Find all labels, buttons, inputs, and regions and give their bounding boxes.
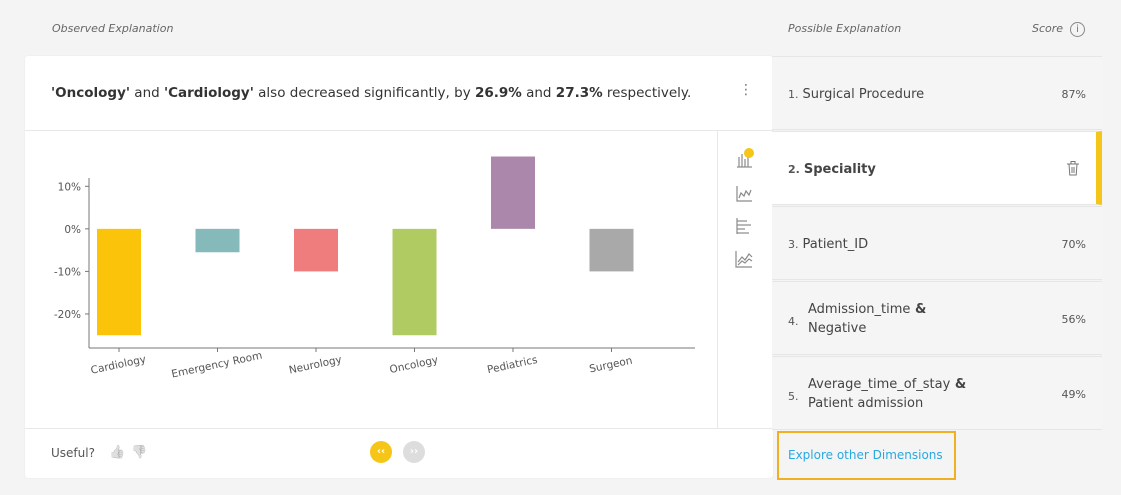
- explanation-item-2[interactable]: 2. Speciality: [772, 131, 1102, 205]
- item-score: 70%: [1061, 238, 1086, 251]
- bar-surgeon[interactable]: [589, 228, 634, 272]
- item-number: 2.: [788, 163, 800, 176]
- observed-explanation-card: 'Oncology' and 'Cardiology' also decreas…: [25, 56, 773, 478]
- item-label-b: Patient admission: [808, 396, 924, 411]
- x-tick-label: Neurology: [288, 354, 343, 377]
- x-tick-label: Emergency Room: [170, 350, 263, 381]
- y-tick-label: 0%: [64, 224, 81, 236]
- x-tick-label: Oncology: [388, 354, 439, 376]
- item-label: Patient_ID: [802, 237, 869, 252]
- toolbar-divider: [717, 130, 718, 428]
- item-score: 87%: [1061, 88, 1086, 101]
- headline-cardiology: 'Cardiology': [163, 85, 254, 101]
- explanation-item-1[interactable]: 1. Surgical Procedure 87%: [772, 56, 1102, 130]
- active-indicator-icon: [744, 148, 754, 158]
- item-number: 4.: [788, 315, 799, 328]
- explanation-label: 3. Patient_ID: [788, 237, 868, 252]
- headline-text-1: and: [130, 85, 164, 101]
- bar-pediatrics[interactable]: [491, 156, 535, 229]
- line-chart-icon[interactable]: [733, 182, 755, 204]
- item-label-a: Average_time_of_stay: [808, 377, 951, 392]
- explanation-label: 2. Speciality: [788, 162, 876, 177]
- useful-label: Useful?: [51, 446, 95, 460]
- card-divider-top: [25, 130, 773, 131]
- x-tick-label: Pediatrics: [486, 354, 538, 376]
- headline-pct-1: 26.9%: [474, 85, 522, 101]
- explanation-item-5[interactable]: 5. Average_time_of_stay & Patient admiss…: [772, 356, 1102, 430]
- item-label: Speciality: [803, 162, 876, 177]
- observed-explanation-header: Observed Explanation: [52, 22, 174, 35]
- item-score: 49%: [1061, 388, 1086, 401]
- headline-text-2: also decreased significantly, by: [253, 85, 475, 101]
- thumbs-up-icon[interactable]: 👍: [109, 445, 126, 460]
- item-score: 56%: [1061, 313, 1086, 326]
- bar-neurology[interactable]: [294, 228, 338, 272]
- explanation-label: 1. Surgical Procedure: [788, 87, 924, 102]
- next-button[interactable]: ››: [403, 441, 425, 463]
- score-header: Score: [1032, 22, 1064, 35]
- explanation-item-3[interactable]: 3. Patient_ID 70%: [772, 206, 1102, 280]
- bar-cardiology[interactable]: [97, 228, 141, 336]
- info-icon[interactable]: i: [1070, 22, 1085, 37]
- card-divider-bottom: [25, 428, 773, 429]
- bar-chart-icon[interactable]: [733, 148, 755, 170]
- x-tick-label: Surgeon: [588, 355, 633, 376]
- explanation-item-4[interactable]: 4. Admission_time & Negative 56%: [772, 281, 1102, 355]
- delete-icon[interactable]: [1066, 161, 1080, 176]
- item-number: 3.: [788, 238, 799, 251]
- headline-oncology: 'Oncology': [51, 85, 130, 101]
- headline-pct-2: 27.3%: [555, 85, 603, 101]
- explanation-label: Average_time_of_stay & Patient admission: [808, 375, 966, 413]
- item-label-a: Admission_time: [808, 302, 911, 317]
- horizontal-bar-icon[interactable]: [733, 215, 755, 237]
- explanation-label: Admission_time & Negative: [808, 300, 926, 338]
- item-amp: &: [910, 302, 927, 317]
- y-tick-label: 10%: [58, 181, 81, 193]
- more-options-icon[interactable]: ⋮: [739, 82, 753, 98]
- item-label: Surgical Procedure: [802, 87, 925, 102]
- bar-oncology[interactable]: [392, 228, 437, 336]
- x-tick-label: Cardiology: [90, 353, 147, 376]
- bar-chart: 10% 0% -10% -20% Cardiology Emergency Room Neu…: [54, 156, 695, 381]
- y-tick-label: -20%: [54, 309, 81, 321]
- previous-button[interactable]: ‹‹: [370, 441, 392, 463]
- bar-emergency-room[interactable]: [195, 228, 240, 253]
- explore-other-dimensions-link[interactable]: Explore other Dimensions: [777, 431, 956, 480]
- y-tick-label: -10%: [54, 266, 81, 278]
- item-label-b: Negative: [808, 321, 867, 336]
- item-amp: &: [950, 377, 967, 392]
- item-number: 5.: [788, 390, 799, 403]
- item-number: 1.: [788, 88, 799, 101]
- explanation-headline: 'Oncology' and 'Cardiology' also decreas…: [51, 85, 691, 101]
- headline-text-4: respectively.: [602, 85, 692, 101]
- possible-explanation-header: Possible Explanation: [788, 22, 902, 35]
- area-chart-icon[interactable]: [733, 248, 755, 270]
- thumbs-down-icon[interactable]: 👎: [131, 445, 148, 460]
- headline-text-3: and: [521, 85, 556, 101]
